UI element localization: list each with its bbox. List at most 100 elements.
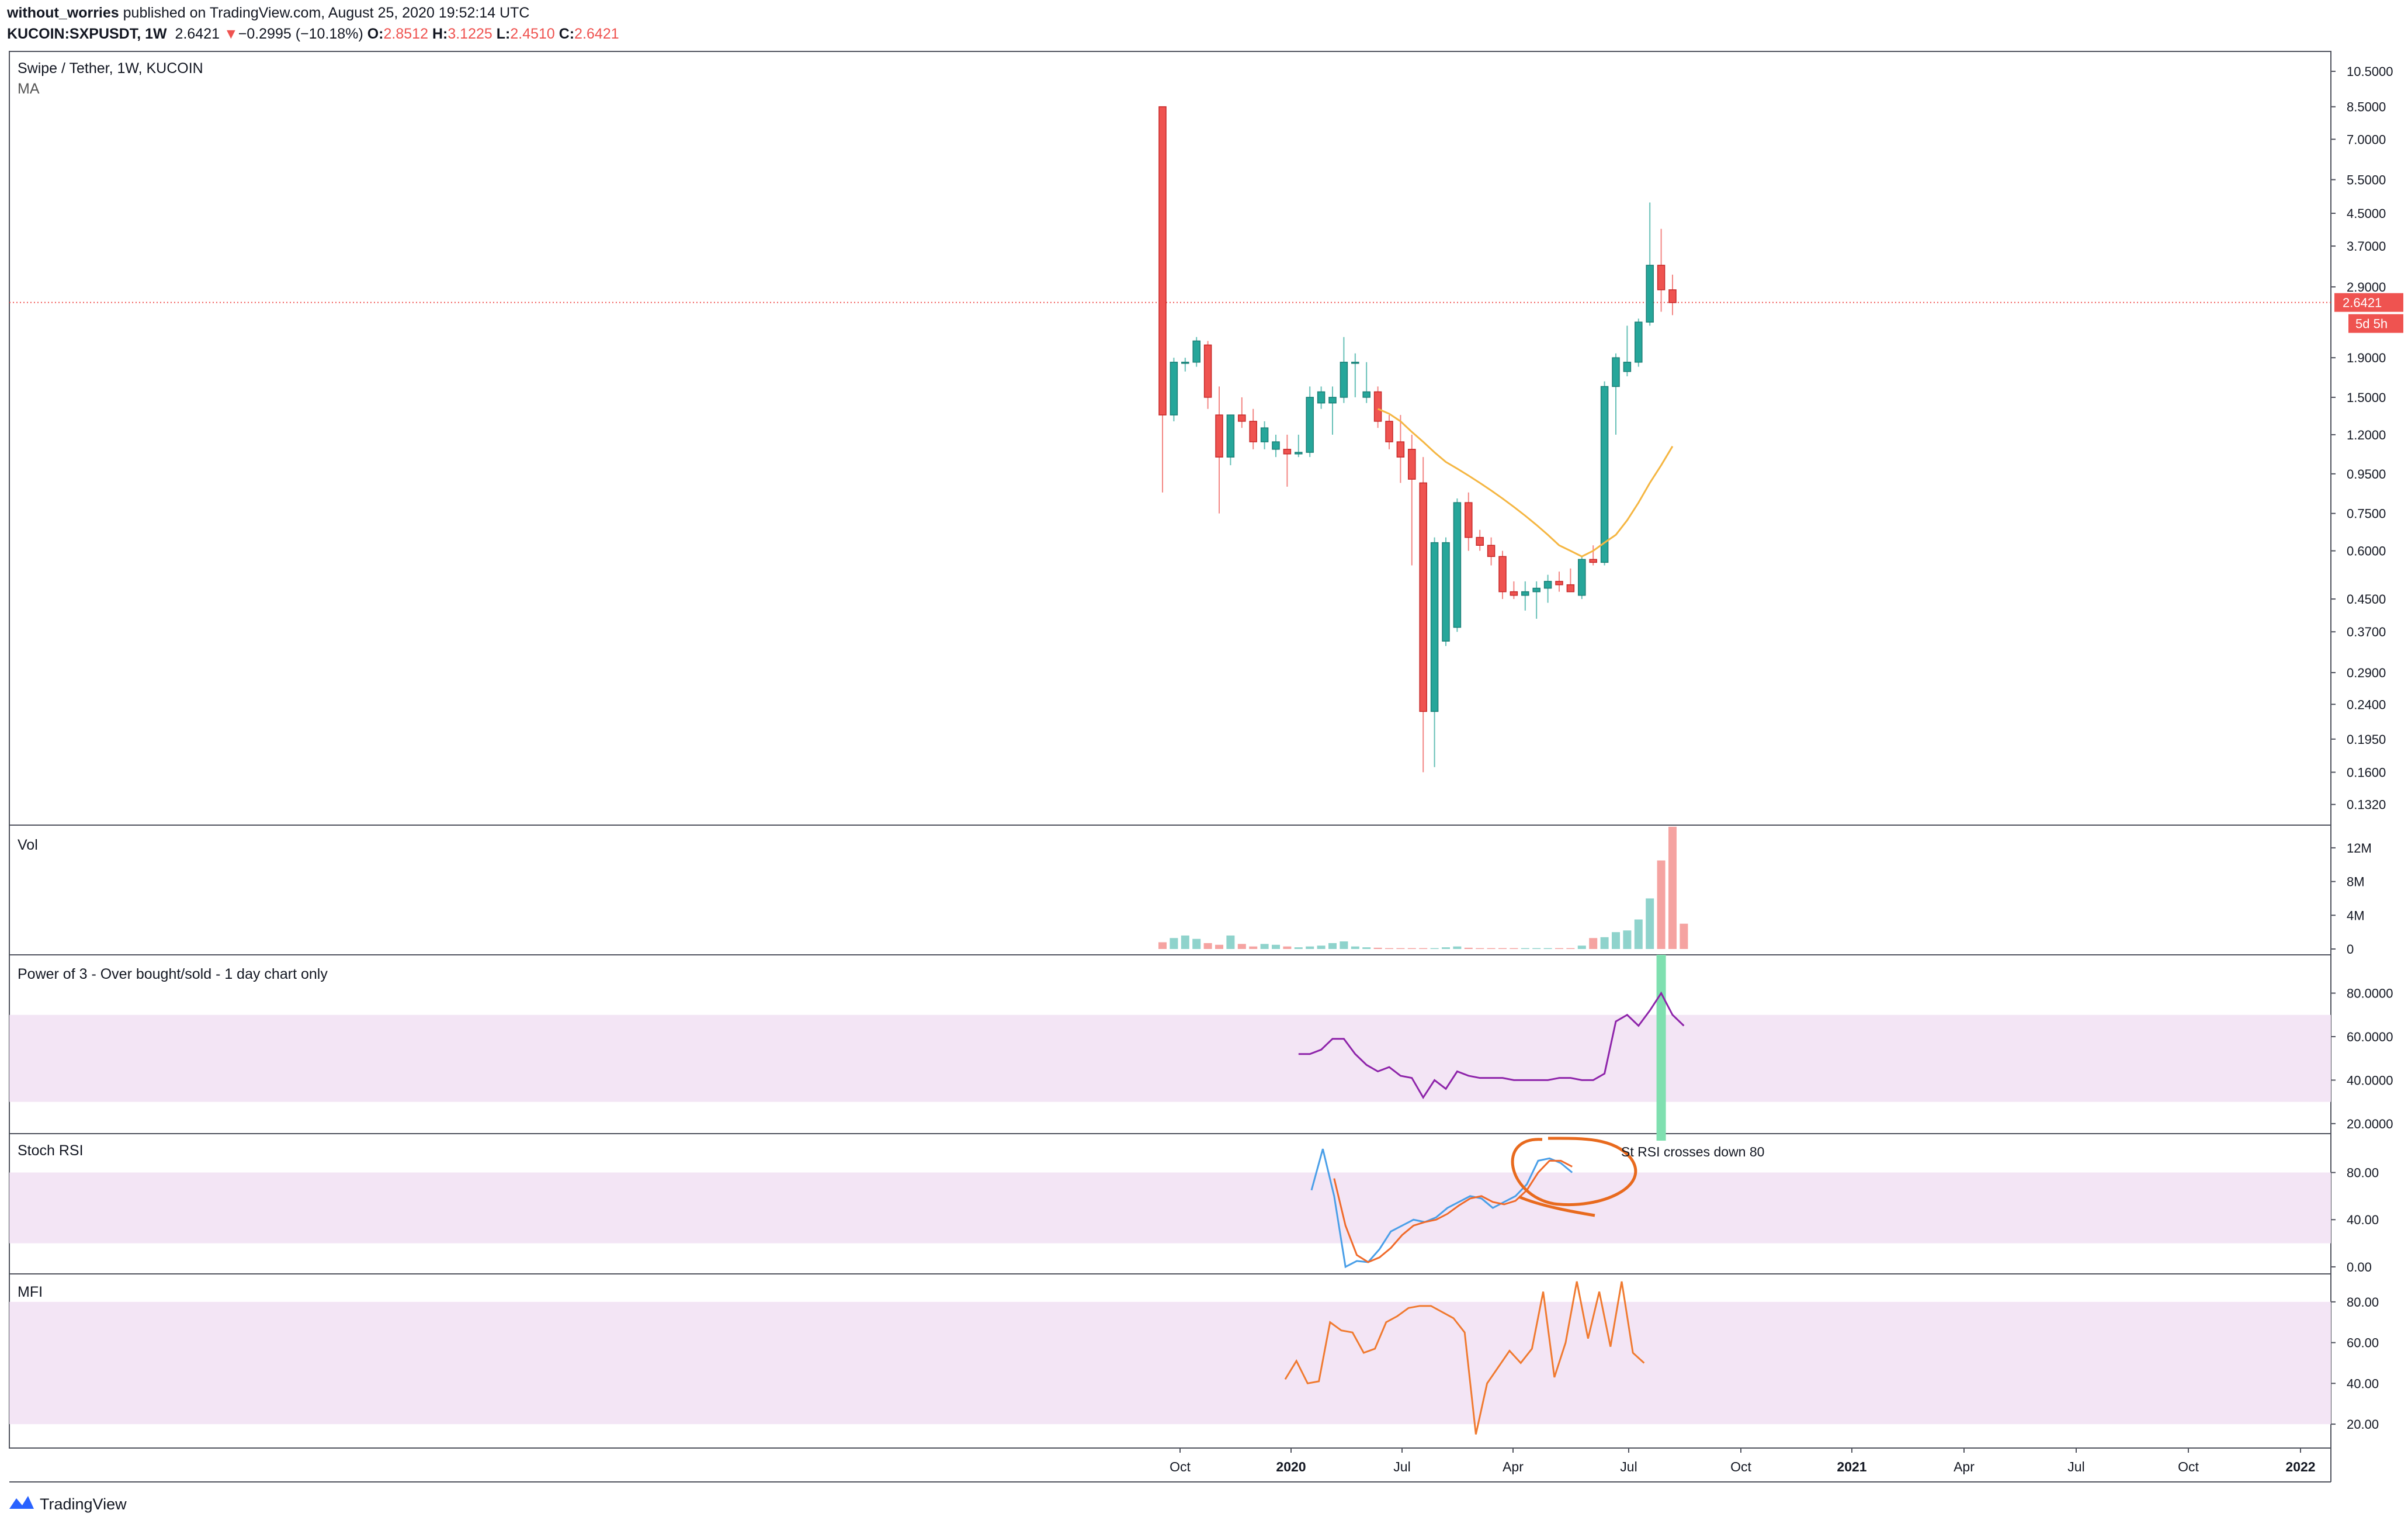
volume-bar: [1464, 947, 1473, 949]
volume-bar: [1453, 946, 1462, 949]
volume-bar: [1158, 942, 1167, 949]
volume-bar: [1430, 948, 1439, 949]
candle-body: [1657, 265, 1666, 290]
volume-bar: [1260, 944, 1269, 949]
candle-body: [1181, 362, 1189, 364]
candle-body: [1283, 449, 1292, 455]
power3-pane-title[interactable]: Power of 3 - Over bought/sold - 1 day ch…: [18, 966, 328, 982]
candle-body: [1249, 421, 1257, 442]
volume-bar: [1510, 948, 1518, 949]
mfi-line: [1284, 1281, 1645, 1435]
candle-body: [1566, 584, 1575, 593]
candle-body: [1351, 362, 1359, 364]
time-tick-label: Apr: [1954, 1459, 1975, 1474]
candle-body: [1521, 591, 1529, 596]
candle-body: [1203, 344, 1212, 398]
candle-body: [1600, 386, 1609, 563]
time-tick-label: 2022: [2285, 1459, 2315, 1474]
volume-bar: [1577, 945, 1586, 949]
volume-bar: [1612, 932, 1620, 949]
volume-bar: [1306, 946, 1314, 949]
volume-bar: [1646, 898, 1654, 949]
time-tick-label: 2020: [1276, 1459, 1306, 1474]
last-price: 2.6421: [175, 26, 220, 42]
price-tick-label: 0.4500: [2347, 592, 2386, 607]
time-tick-label: Apr: [1503, 1459, 1524, 1474]
price-tick-label: 0.6000: [2347, 544, 2386, 559]
ma-indicator-label[interactable]: MA: [18, 81, 40, 97]
candle-body: [1465, 502, 1473, 538]
candle-body: [1373, 391, 1382, 422]
candle-body: [1646, 265, 1654, 323]
price-change: −0.2995 (−10.18%): [238, 26, 363, 42]
author-name[interactable]: without_worries: [7, 5, 119, 21]
candle-body: [1362, 391, 1370, 398]
price-tick-label: 0.2400: [2347, 697, 2386, 712]
price-tick-label: 0.2900: [2347, 666, 2386, 680]
volume-bar: [1634, 919, 1643, 949]
volume-bar: [1351, 946, 1359, 949]
price-tick-label: 1.5000: [2347, 390, 2386, 405]
volume-bar: [1396, 948, 1405, 949]
price-tick-label: 0.1600: [2347, 766, 2386, 780]
last-price-badge-label: 2.6421: [2343, 296, 2382, 310]
volume-bar: [1283, 946, 1292, 949]
volume-bar: [1680, 923, 1688, 949]
volume-bar: [1340, 941, 1348, 949]
footer-branding[interactable]: TradingView: [8, 1494, 127, 1515]
candle-body: [1328, 397, 1337, 404]
price-tick-label: 1.9000: [2347, 351, 2386, 365]
high-label: H:: [432, 26, 448, 42]
volume-bar: [1237, 944, 1246, 949]
candle-body: [1612, 357, 1620, 387]
volume-bar: [1328, 943, 1337, 949]
publish-info: without_worries published on TradingView…: [7, 2, 529, 23]
published-text: published on TradingView.com, August 25,…: [123, 5, 530, 21]
annotation-circle: [1511, 1137, 1637, 1217]
candle-body: [1668, 289, 1677, 303]
volume-bar: [1215, 944, 1223, 949]
candle-body: [1532, 587, 1540, 593]
volume-bar: [1555, 948, 1563, 949]
volume-bar: [1589, 938, 1598, 949]
volume-bar: [1385, 948, 1393, 949]
pane-frame: [9, 51, 2331, 826]
volume-bar: [1532, 948, 1541, 949]
candle-body: [1260, 427, 1269, 442]
candle-body: [1317, 391, 1326, 404]
symbol-label: KUCOIN:SXPUSDT, 1W: [7, 26, 167, 42]
price-tick-label: 0.7500: [2347, 507, 2386, 521]
oscillator-tick-label: 20.0000: [2347, 1117, 2393, 1131]
annotation-text: St RSI crosses down 80: [1621, 1144, 1764, 1159]
volume-bar: [1623, 930, 1632, 949]
candle-body: [1578, 559, 1586, 596]
price-tick-label: 2.9000: [2347, 280, 2386, 295]
oscillator-tick-label: 60.00: [2347, 1336, 2379, 1350]
oscillator-tick-label: 40.0000: [2347, 1073, 2393, 1087]
volume-bar: [1317, 945, 1326, 949]
volume-bar: [1294, 947, 1303, 949]
candle-body: [1487, 545, 1496, 557]
overbought-oversold-band: [9, 1301, 2331, 1425]
candle-body: [1442, 542, 1450, 642]
volume-bar: [1521, 948, 1529, 949]
down-arrow-icon: ▼: [223, 26, 238, 42]
candle-body: [1453, 502, 1462, 628]
mfi-pane-title[interactable]: MFI: [18, 1284, 43, 1300]
price-tick-label: 10.5000: [2347, 64, 2393, 79]
price-tick-label: 0.9500: [2347, 467, 2386, 482]
low-label: L:: [496, 26, 511, 42]
candle-body: [1170, 362, 1178, 415]
overbought-oversold-band: [9, 1014, 2331, 1102]
oscillator-tick-label: 40.00: [2347, 1376, 2379, 1391]
time-tick-label: Jul: [2067, 1459, 2084, 1474]
oscillator-tick-label: 20.00: [2347, 1417, 2379, 1432]
tradingview-logo-icon: [8, 1494, 35, 1515]
volume-bar: [1600, 937, 1609, 949]
candle-body: [1238, 414, 1246, 422]
volume-bar: [1498, 948, 1507, 949]
oscillator-tick-label: 0.00: [2347, 1260, 2372, 1274]
volume-pane-title[interactable]: Vol: [18, 837, 38, 853]
stoch-rsi-pane-title[interactable]: Stoch RSI: [18, 1142, 84, 1159]
